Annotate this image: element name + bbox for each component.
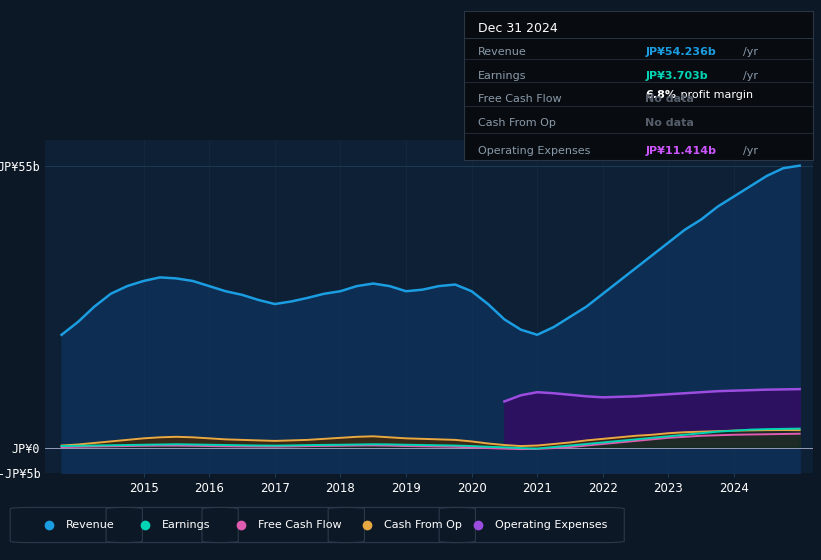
Text: /yr: /yr: [743, 71, 758, 81]
Text: Free Cash Flow: Free Cash Flow: [258, 520, 342, 530]
Text: Earnings: Earnings: [478, 71, 526, 81]
Text: Free Cash Flow: Free Cash Flow: [478, 94, 562, 104]
Text: JP¥54.236b: JP¥54.236b: [645, 47, 716, 57]
Text: Earnings: Earnings: [162, 520, 210, 530]
Text: Revenue: Revenue: [478, 47, 526, 57]
Text: Revenue: Revenue: [66, 520, 115, 530]
Text: No data: No data: [645, 94, 695, 104]
Text: Cash From Op: Cash From Op: [384, 520, 462, 530]
Text: Operating Expenses: Operating Expenses: [495, 520, 608, 530]
Text: JP¥3.703b: JP¥3.703b: [645, 71, 708, 81]
Text: 6.8%: 6.8%: [645, 90, 677, 100]
Text: Dec 31 2024: Dec 31 2024: [478, 22, 557, 35]
Text: JP¥11.414b: JP¥11.414b: [645, 146, 716, 156]
Text: profit margin: profit margin: [677, 90, 753, 100]
Text: No data: No data: [645, 118, 695, 128]
Text: /yr: /yr: [743, 47, 758, 57]
Text: Cash From Op: Cash From Op: [478, 118, 556, 128]
Text: /yr: /yr: [743, 146, 758, 156]
Text: Operating Expenses: Operating Expenses: [478, 146, 590, 156]
